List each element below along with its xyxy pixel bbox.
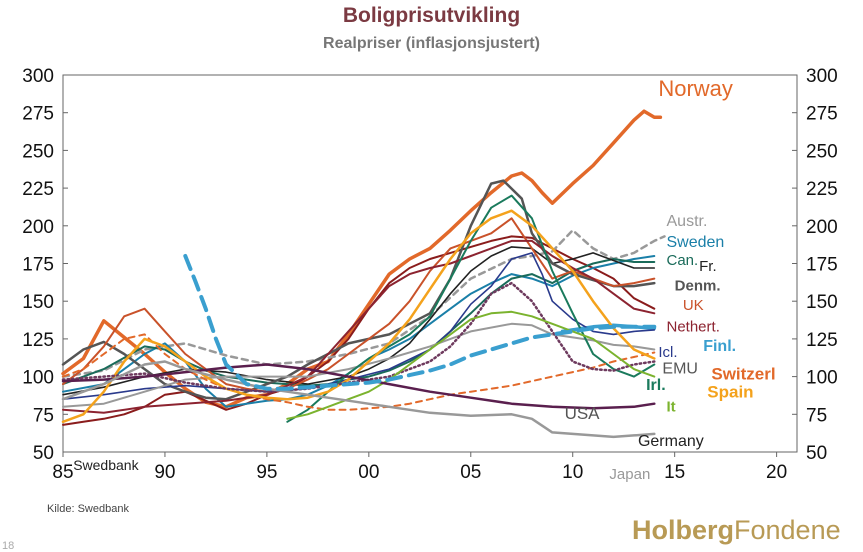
logo-regular: Fondene: [734, 515, 841, 545]
y-tick-label-right: 225: [806, 179, 838, 200]
y-tick-label-right: 75: [806, 405, 827, 426]
y-tick-label-left: 125: [22, 330, 54, 351]
x-tick-label: 85: [52, 462, 73, 483]
y-tick-label-right: 150: [806, 292, 838, 313]
series-label: Switzerl: [711, 365, 775, 384]
series-label: Nethert.: [667, 318, 720, 335]
series-label: Swedbank: [73, 457, 139, 473]
y-tick-label-right: 50: [806, 443, 827, 464]
series-line-emu: [62, 322, 656, 408]
y-tick-label-right: 250: [806, 141, 838, 162]
y-tick-label-left: 225: [22, 179, 54, 200]
x-tick-label: 10: [562, 462, 583, 483]
series-label: Germany: [638, 433, 704, 450]
series-line-can: [62, 258, 656, 387]
y-tick-label-left: 175: [22, 255, 54, 276]
series-label: Irl.: [646, 377, 666, 394]
series-line-icl: [62, 252, 656, 401]
y-tick-label-right: 300: [806, 66, 838, 87]
series-line-austr: [61, 229, 666, 378]
series-line-switzerl: [62, 333, 656, 411]
series-line-swedbank-line: [62, 235, 656, 426]
y-tick-label-left: 50: [33, 443, 54, 464]
x-tick-label: 00: [358, 462, 379, 483]
page-number: 18: [2, 540, 15, 552]
series-label: Sweden: [667, 234, 725, 251]
chart-subtitle: Realpriser (inflasjonsjustert): [323, 35, 540, 52]
y-tick-label-left: 100: [22, 368, 54, 389]
series-label: Can.: [667, 252, 699, 269]
chart-title: Boligprisutvikling: [342, 4, 521, 27]
series-line-sweden-blue-dash: [183, 254, 657, 391]
series-label: Austr.: [667, 213, 708, 230]
x-tick-label: 20: [766, 462, 787, 483]
y-tick-label-left: 200: [22, 217, 54, 238]
series-label: USA: [565, 404, 601, 423]
x-tick-label: 95: [256, 462, 277, 483]
series-line-spain: [61, 209, 656, 424]
logo-bold: Holberg: [632, 515, 735, 545]
x-tick-label: 15: [664, 462, 685, 483]
series-label: Denm.: [675, 278, 721, 295]
y-tick-label-left: 150: [22, 292, 54, 313]
series-label: Finl.: [703, 338, 736, 355]
holberg-logo: HolbergFondene: [632, 515, 841, 546]
series-label: Icl.: [658, 344, 677, 361]
series-line-japan: [61, 360, 656, 439]
series-label: It: [667, 398, 676, 415]
series-label: Spain: [707, 383, 753, 402]
series-line-it: [286, 310, 656, 420]
series-line-nethert: [62, 239, 656, 414]
y-tick-label-left: 75: [33, 405, 54, 426]
series-label: EMU: [662, 361, 698, 378]
series-label: Fr.: [699, 258, 717, 275]
series-line-germany: [61, 363, 656, 410]
series-label: Japan: [609, 466, 650, 483]
y-tick-label-right: 275: [806, 104, 838, 125]
source-note: Kilde: Swedbank: [47, 503, 129, 515]
y-tick-label-left: 300: [22, 66, 54, 87]
y-tick-label-right: 200: [806, 217, 838, 238]
series-line-irl: [286, 194, 656, 423]
series-label: UK: [683, 297, 704, 314]
series-line-usa: [61, 281, 656, 393]
y-tick-label-right: 175: [806, 255, 838, 276]
y-tick-label-left: 275: [22, 104, 54, 125]
series-line-fr: [62, 246, 656, 396]
series-label: Norway: [658, 76, 733, 101]
y-tick-label-left: 250: [22, 141, 54, 162]
y-tick-label-right: 100: [806, 368, 838, 389]
y-tick-label-right: 125: [806, 330, 838, 351]
x-tick-label: 05: [460, 462, 481, 483]
x-tick-label: 90: [154, 462, 175, 483]
